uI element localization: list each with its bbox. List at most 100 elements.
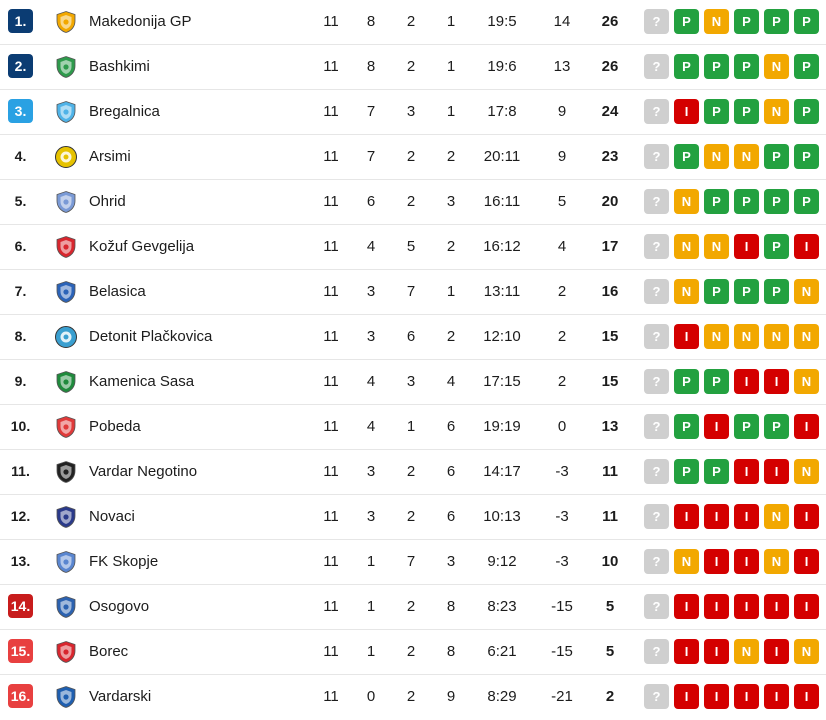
next-match-badge[interactable]: ? — [644, 54, 669, 79]
table-row[interactable]: 3. Bregalnica 11 7 3 1 17:8 9 24? I P P N P — [0, 90, 826, 135]
team-name-link[interactable]: Borec — [89, 643, 129, 660]
form-result-badge[interactable]: I — [764, 459, 789, 484]
team-name-link[interactable]: Vardarski — [89, 688, 152, 705]
team-name-link[interactable]: Pobeda — [89, 418, 141, 435]
form-result-badge[interactable]: I — [734, 369, 759, 394]
form-result-badge[interactable]: P — [704, 189, 729, 214]
form-result-badge[interactable]: I — [794, 594, 819, 619]
form-result-badge[interactable]: N — [674, 234, 699, 259]
table-row[interactable]: 13. FK Skopje 11 1 7 3 9:12 -3 10? N I I N I — [0, 540, 826, 585]
form-result-badge[interactable]: N — [734, 144, 759, 169]
form-result-badge[interactable]: P — [704, 99, 729, 124]
form-result-badge[interactable]: I — [794, 414, 819, 439]
form-result-badge[interactable]: N — [704, 144, 729, 169]
form-result-badge[interactable]: N — [794, 279, 819, 304]
form-result-badge[interactable]: N — [764, 549, 789, 574]
form-result-badge[interactable]: I — [764, 639, 789, 664]
form-result-badge[interactable]: P — [764, 414, 789, 439]
form-result-badge[interactable]: N — [674, 189, 699, 214]
next-match-badge[interactable]: ? — [644, 369, 669, 394]
form-result-badge[interactable]: P — [704, 369, 729, 394]
form-result-badge[interactable]: P — [734, 9, 759, 34]
form-result-badge[interactable]: I — [764, 369, 789, 394]
form-result-badge[interactable]: P — [734, 54, 759, 79]
form-result-badge[interactable]: N — [794, 324, 819, 349]
form-result-badge[interactable]: P — [704, 54, 729, 79]
next-match-badge[interactable]: ? — [644, 639, 669, 664]
form-result-badge[interactable]: I — [794, 549, 819, 574]
team-name-link[interactable]: Arsimi — [89, 148, 131, 165]
next-match-badge[interactable]: ? — [644, 549, 669, 574]
form-result-badge[interactable]: P — [794, 9, 819, 34]
team-name-link[interactable]: Novaci — [89, 508, 135, 525]
form-result-badge[interactable]: N — [704, 234, 729, 259]
table-row[interactable]: 1. Makedonija GP 11 8 2 1 19:5 14 26? P N P P P — [0, 0, 826, 45]
form-result-badge[interactable]: P — [734, 414, 759, 439]
table-row[interactable]: 12. Novaci 11 3 2 6 10:13 -3 11? I I I N I — [0, 495, 826, 540]
form-result-badge[interactable]: N — [764, 99, 789, 124]
form-result-badge[interactable]: I — [734, 504, 759, 529]
team-name-link[interactable]: Bashkimi — [89, 58, 150, 75]
table-row[interactable]: 10. Pobeda 11 4 1 6 19:19 0 13? P I P P I — [0, 405, 826, 450]
form-result-badge[interactable]: I — [794, 234, 819, 259]
next-match-badge[interactable]: ? — [644, 279, 669, 304]
form-result-badge[interactable]: P — [704, 459, 729, 484]
form-result-badge[interactable]: P — [794, 144, 819, 169]
form-result-badge[interactable]: I — [704, 639, 729, 664]
next-match-badge[interactable]: ? — [644, 189, 669, 214]
form-result-badge[interactable]: I — [704, 549, 729, 574]
table-row[interactable]: 16. Vardarski 11 0 2 9 8:29 -21 2? I I I I I — [0, 675, 826, 720]
table-row[interactable]: 5. Ohrid 11 6 2 3 16:11 5 20? N P P P P — [0, 180, 826, 225]
form-result-badge[interactable]: I — [734, 684, 759, 709]
next-match-badge[interactable]: ? — [644, 414, 669, 439]
table-row[interactable]: 9. Kamenica Sasa 11 4 3 4 17:15 2 15? P P I I N — [0, 360, 826, 405]
form-result-badge[interactable]: N — [764, 54, 789, 79]
form-result-badge[interactable]: I — [764, 594, 789, 619]
form-result-badge[interactable]: I — [734, 234, 759, 259]
team-name-link[interactable]: Makedonija GP — [89, 13, 192, 30]
form-result-badge[interactable]: P — [734, 99, 759, 124]
form-result-badge[interactable]: I — [704, 504, 729, 529]
form-result-badge[interactable]: P — [764, 9, 789, 34]
team-name-link[interactable]: Bregalnica — [89, 103, 160, 120]
form-result-badge[interactable]: N — [734, 324, 759, 349]
team-name-link[interactable]: Vardar Negotino — [89, 463, 198, 480]
form-result-badge[interactable]: P — [674, 144, 699, 169]
form-result-badge[interactable]: P — [794, 54, 819, 79]
form-result-badge[interactable]: P — [764, 234, 789, 259]
form-result-badge[interactable]: I — [794, 504, 819, 529]
team-name-link[interactable]: Detonit Plačkovica — [89, 328, 213, 345]
form-result-badge[interactable]: I — [734, 549, 759, 574]
form-result-badge[interactable]: P — [764, 279, 789, 304]
table-row[interactable]: 11. Vardar Negotino 11 3 2 6 14:17 -3 11? P P I I N — [0, 450, 826, 495]
form-result-badge[interactable]: N — [704, 324, 729, 349]
form-result-badge[interactable]: P — [734, 279, 759, 304]
team-name-link[interactable]: Kamenica Sasa — [89, 373, 195, 390]
next-match-badge[interactable]: ? — [644, 324, 669, 349]
form-result-badge[interactable]: P — [674, 9, 699, 34]
form-result-badge[interactable]: N — [794, 459, 819, 484]
form-result-badge[interactable]: I — [674, 594, 699, 619]
form-result-badge[interactable]: I — [704, 414, 729, 439]
table-row[interactable]: 7. Belasica 11 3 7 1 13:11 2 16? N P P P N — [0, 270, 826, 315]
next-match-badge[interactable]: ? — [644, 504, 669, 529]
form-result-badge[interactable]: I — [674, 504, 699, 529]
team-name-link[interactable]: Ohrid — [89, 193, 126, 210]
form-result-badge[interactable]: N — [794, 639, 819, 664]
next-match-badge[interactable]: ? — [644, 684, 669, 709]
form-result-badge[interactable]: I — [734, 459, 759, 484]
form-result-badge[interactable]: I — [674, 99, 699, 124]
table-row[interactable]: 4. Arsimi 11 7 2 2 20:11 9 23? P N N P P — [0, 135, 826, 180]
team-name-link[interactable]: Belasica — [89, 283, 146, 300]
form-result-badge[interactable]: P — [764, 144, 789, 169]
form-result-badge[interactable]: I — [704, 684, 729, 709]
form-result-badge[interactable]: P — [674, 459, 699, 484]
form-result-badge[interactable]: P — [674, 414, 699, 439]
form-result-badge[interactable]: P — [734, 189, 759, 214]
form-result-badge[interactable]: I — [734, 594, 759, 619]
form-result-badge[interactable]: P — [794, 99, 819, 124]
form-result-badge[interactable]: N — [734, 639, 759, 664]
form-result-badge[interactable]: P — [674, 54, 699, 79]
table-row[interactable]: 8. Detonit Plačkovica 11 3 6 2 12:10 2 15? I N N N N — [0, 315, 826, 360]
table-row[interactable]: 15. Borec 11 1 2 8 6:21 -15 5? I I N I N — [0, 630, 826, 675]
